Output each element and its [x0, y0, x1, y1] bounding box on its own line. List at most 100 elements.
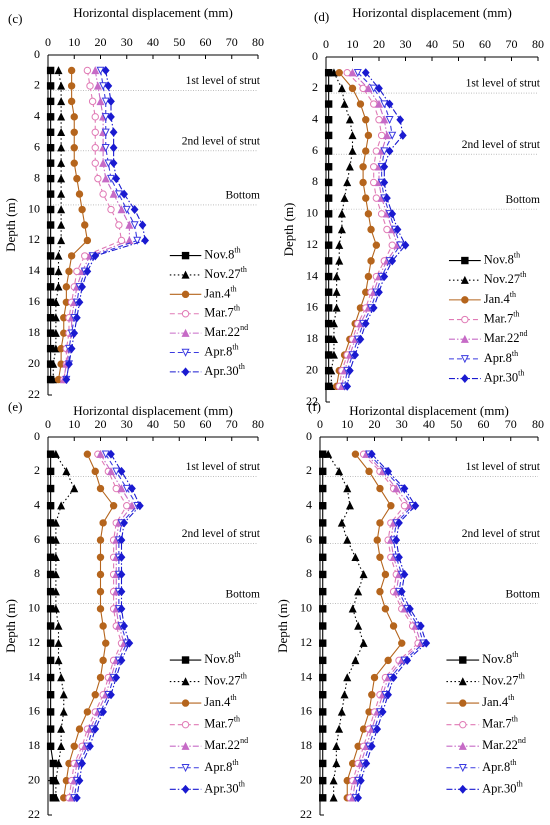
marker — [70, 128, 78, 136]
legend-label: Apr.30th — [204, 780, 245, 796]
y-tick-label: 20 — [28, 356, 40, 370]
legend-entry: Mar.22nd — [169, 323, 248, 339]
marker — [91, 691, 99, 699]
marker — [324, 210, 333, 218]
x-tick-label: 70 — [226, 35, 238, 49]
marker — [335, 724, 344, 733]
x-tick-label: 40 — [426, 37, 438, 51]
marker — [364, 84, 373, 93]
marker — [369, 303, 378, 313]
marker — [380, 177, 389, 187]
marker — [59, 690, 68, 699]
y-tick-label: 0 — [34, 47, 40, 61]
y-axis-title: Depth (m) — [3, 599, 18, 653]
x-tick-label: 10 — [341, 417, 353, 431]
legend-entry: Jan.4th — [446, 693, 514, 709]
marker — [46, 190, 55, 198]
marker — [395, 552, 403, 562]
y-tick-label: 8 — [312, 174, 318, 188]
marker — [73, 313, 81, 323]
marker — [62, 375, 71, 385]
annotation: 2nd level of strut — [462, 139, 541, 151]
marker — [380, 162, 389, 172]
marker — [335, 467, 344, 476]
y-tick-label: 14 — [306, 268, 318, 282]
marker — [181, 270, 190, 279]
marker — [337, 225, 346, 234]
marker — [109, 158, 118, 168]
y-axis-title: Depth (m) — [3, 198, 18, 252]
legend-label: Nov.8th — [484, 251, 520, 267]
marker — [385, 116, 394, 125]
marker — [401, 240, 410, 250]
marker — [324, 163, 333, 171]
marker — [109, 127, 118, 137]
marker — [46, 66, 55, 75]
x-tick-label: 80 — [252, 35, 264, 49]
marker — [59, 707, 68, 716]
marker — [86, 82, 94, 90]
marker — [46, 144, 55, 152]
panel: (d) Horizontal displacement (mm) Depth (m)… — [281, 5, 544, 408]
marker — [324, 225, 333, 234]
legend-entry: Jan.4th — [169, 693, 237, 709]
y-tick-label: 22 — [306, 394, 318, 408]
x-axis-title: Horizontal displacement (mm) — [73, 5, 233, 20]
marker — [46, 159, 55, 167]
marker — [70, 144, 78, 152]
marker — [319, 691, 327, 699]
marker — [324, 116, 333, 124]
marker — [181, 348, 190, 357]
marker — [329, 68, 338, 77]
marker — [51, 552, 60, 561]
marker — [380, 115, 389, 124]
marker — [324, 100, 333, 108]
marker — [70, 742, 78, 750]
x-tick-label: 10 — [68, 35, 80, 49]
y-tick-label: 10 — [28, 601, 40, 615]
y-tick-label: 0 — [306, 429, 312, 443]
marker — [324, 178, 333, 187]
marker — [57, 97, 66, 106]
marker — [319, 536, 327, 544]
legend-entry: Nov.27th — [448, 271, 526, 286]
legend-label: Jan.4th — [482, 693, 514, 709]
marker — [83, 708, 92, 716]
legend-entry: Mar.7th — [169, 715, 240, 731]
marker — [368, 691, 376, 699]
y-tick-label: 10 — [28, 201, 40, 215]
marker — [459, 699, 467, 707]
marker — [362, 194, 370, 202]
series-line — [55, 453, 75, 798]
marker — [101, 65, 110, 75]
marker — [125, 220, 134, 229]
marker — [384, 690, 392, 700]
marker — [46, 97, 55, 106]
series-line — [68, 453, 128, 798]
marker — [104, 81, 113, 91]
legend-entry: Jan.4th — [169, 285, 237, 301]
legend-label: Jan.4th — [204, 285, 236, 301]
marker — [130, 221, 139, 230]
legend-entry: Mar.22nd — [169, 737, 248, 752]
marker — [460, 275, 469, 284]
marker — [400, 569, 409, 579]
marker — [96, 449, 105, 458]
marker — [51, 297, 60, 306]
marker — [51, 793, 60, 802]
y-tick-label: 2 — [306, 463, 312, 477]
marker — [65, 359, 73, 369]
marker — [67, 82, 76, 90]
x-tick-label: 30 — [121, 417, 133, 431]
annotation: Bottom — [225, 588, 260, 600]
marker — [54, 267, 63, 276]
y-tick-label: 6 — [306, 532, 312, 546]
y-tick-label: 8 — [34, 566, 40, 580]
y-tick-label: 20 — [28, 772, 40, 786]
marker — [343, 673, 352, 682]
legend-label: Apr.8th — [204, 758, 238, 774]
marker — [359, 163, 367, 171]
marker — [117, 205, 126, 214]
marker — [385, 146, 394, 156]
marker — [127, 501, 137, 510]
